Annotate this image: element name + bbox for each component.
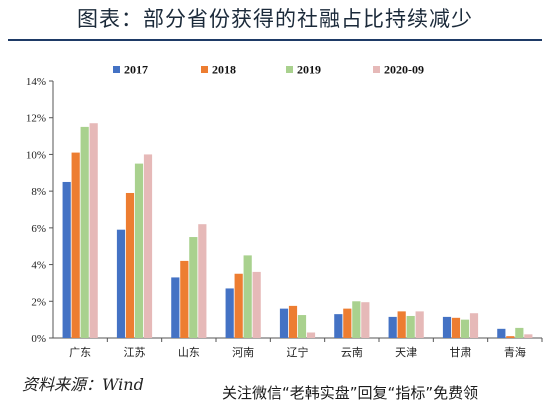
x-tick-label: 天津 — [395, 346, 417, 359]
y-tick-label: 14% — [26, 76, 46, 88]
x-tick-label: 河南 — [232, 346, 254, 359]
x-tick-label: 云南 — [341, 346, 363, 359]
bar-2019-云南 — [352, 301, 361, 338]
legend-label-2017: 2017 — [124, 63, 148, 77]
x-tick-label: 辽宁 — [287, 345, 309, 359]
bar-2019-江苏 — [134, 163, 144, 338]
legend-swatch-2020-09 — [373, 66, 380, 73]
bar-2017-河南 — [225, 288, 234, 338]
x-tick-label: 江苏 — [124, 346, 146, 359]
bar-2019-辽宁 — [297, 315, 307, 338]
bar-2020-09-天津 — [415, 311, 424, 338]
x-tick-label: 甘肃 — [450, 346, 472, 359]
legend-label-2018: 2018 — [212, 63, 236, 77]
bar-2019-广东 — [80, 126, 89, 338]
y-tick-label: 10% — [26, 149, 46, 161]
bar-2017-江苏 — [116, 229, 126, 338]
bar-2017-辽宁 — [279, 308, 289, 338]
bar-2017-甘肃 — [442, 316, 452, 338]
bar-2020-09-江苏 — [143, 154, 153, 338]
bar-2018-甘肃 — [451, 317, 461, 338]
bar-2018-江苏 — [125, 192, 135, 338]
bar-2020-09-山东 — [198, 224, 207, 338]
y-tick-label: 6% — [31, 223, 46, 235]
legend-swatch-2017 — [113, 66, 120, 73]
legend-label-2019: 2019 — [297, 63, 321, 77]
bar-2017-天津 — [388, 316, 397, 338]
bar-2020-09-辽宁 — [306, 332, 316, 338]
x-tick-label: 山东 — [178, 346, 200, 359]
bar-2020-09-甘肃 — [469, 313, 479, 338]
bar-2020-09-青海 — [524, 334, 533, 338]
bar-2019-甘肃 — [460, 319, 470, 338]
bar-2018-云南 — [343, 308, 352, 338]
x-tick-label: 青海 — [504, 345, 526, 359]
bar-2018-天津 — [397, 311, 406, 338]
y-tick-label: 0% — [31, 333, 46, 345]
bar-2020-09-云南 — [361, 302, 370, 338]
bar-2018-青海 — [506, 336, 515, 338]
bar-2019-青海 — [515, 327, 524, 338]
bar-2017-青海 — [497, 328, 506, 338]
legend-swatch-2018 — [201, 66, 208, 73]
y-tick-label: 8% — [31, 186, 46, 198]
bar-2017-山东 — [171, 277, 180, 338]
bar-2019-山东 — [189, 237, 198, 338]
x-tick-label: 广东 — [69, 346, 91, 359]
bar-2018-山东 — [180, 260, 189, 338]
y-tick-label: 2% — [31, 296, 46, 308]
source-note: 资料来源：Wind — [22, 375, 144, 394]
y-tick-label: 4% — [31, 260, 46, 272]
bar-2019-河南 — [243, 255, 252, 338]
bar-2017-云南 — [334, 314, 343, 338]
bar-2017-广东 — [62, 181, 71, 338]
bar-2020-09-河南 — [252, 271, 261, 338]
chart-title: 图表：部分省份获得的社融占比持续减少 — [77, 7, 473, 31]
y-tick-label: 12% — [26, 113, 46, 125]
legend-label-2020-09: 2020-09 — [384, 63, 424, 77]
bar-2018-辽宁 — [288, 305, 298, 339]
bar-2020-09-广东 — [89, 123, 98, 338]
bar-2018-河南 — [234, 273, 243, 338]
bar-2019-天津 — [406, 315, 415, 338]
bar-chart: 0% 2% 4% 6% 8% 10% 12% 14% 广东 江苏 山东 河南 辽宁 云南 天津 甘肃 青海 201… — [26, 63, 543, 359]
bar-2018-广东 — [71, 152, 80, 338]
watermark-banner: 关注微信“老韩实盘”回复“指标”免费领 — [222, 380, 550, 407]
title-divider — [8, 39, 542, 41]
legend-swatch-2019 — [286, 66, 293, 73]
